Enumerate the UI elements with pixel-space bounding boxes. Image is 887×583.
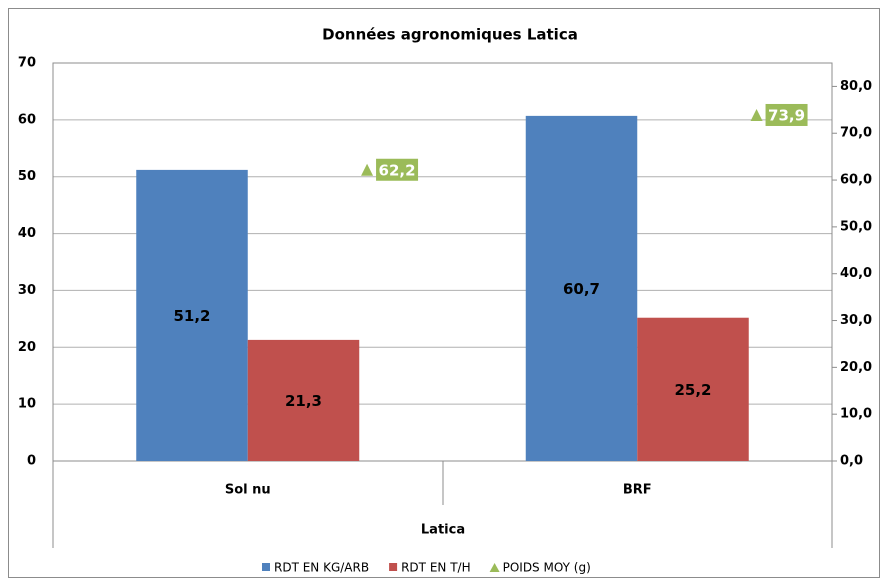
legend-label: RDT EN KG/ARB xyxy=(274,561,369,575)
bar xyxy=(525,115,638,462)
marker xyxy=(361,163,374,176)
y-tick-label: 10 xyxy=(18,397,36,412)
value-label: 21,3 xyxy=(285,392,322,410)
y2-tick-label: 50,0 xyxy=(840,219,872,234)
bar xyxy=(637,317,749,461)
y2-tick-label: 10,0 xyxy=(840,407,872,422)
value-label: 60,7 xyxy=(563,280,600,298)
value-label: 51,2 xyxy=(173,307,210,325)
value-label: 25,2 xyxy=(674,381,711,399)
plot-area xyxy=(52,62,833,462)
legend-swatch xyxy=(489,563,500,572)
y2-tick-label: 0,0 xyxy=(840,454,863,469)
chart-title: Données agronomiques Latica xyxy=(322,26,578,44)
y-tick-label: 30 xyxy=(18,283,36,298)
y-tick-label: 40 xyxy=(18,226,36,241)
x-tick-label: Sol nu xyxy=(225,483,271,498)
y-tick-label: 0 xyxy=(27,454,36,469)
marker xyxy=(750,108,763,121)
legend-swatch xyxy=(389,563,398,571)
y-tick-label: 20 xyxy=(18,340,36,355)
y-tick-label: 70 xyxy=(18,56,36,71)
value-label-box xyxy=(376,158,419,181)
value-label: 73,9 xyxy=(768,106,805,124)
y2-tick-label: 20,0 xyxy=(840,360,872,375)
value-label-box xyxy=(765,103,808,126)
bar xyxy=(247,339,360,461)
y-tick-label: 60 xyxy=(18,112,36,127)
y2-tick-label: 70,0 xyxy=(840,126,872,141)
x-tick-label: BRF xyxy=(623,483,652,498)
value-label: 62,2 xyxy=(379,161,416,179)
bar xyxy=(136,169,248,462)
legend-swatch xyxy=(262,563,270,571)
y2-tick-label: 80,0 xyxy=(840,79,872,94)
legend-label: POIDS MOY (g) xyxy=(503,561,591,575)
chart-border xyxy=(8,8,880,578)
y2-tick-label: 60,0 xyxy=(840,173,872,188)
y-tick-label: 50 xyxy=(18,169,36,184)
x-axis-label: Latica xyxy=(421,523,465,538)
y2-tick-label: 40,0 xyxy=(840,266,872,281)
legend-label: RDT EN T/H xyxy=(401,561,471,575)
y2-tick-label: 30,0 xyxy=(840,313,872,328)
